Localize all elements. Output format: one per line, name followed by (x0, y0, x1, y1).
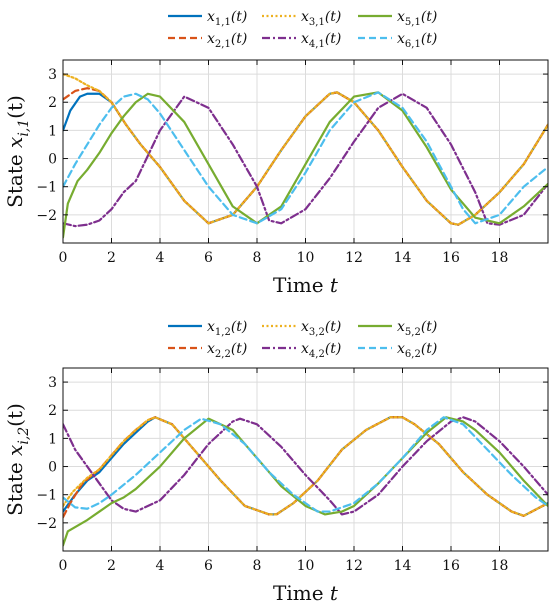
y-tick-label: 3 (48, 67, 57, 83)
x-tick-label: 8 (253, 558, 262, 574)
x-tick-label: 12 (345, 558, 363, 574)
legend-label: x2,2(t) (207, 341, 247, 360)
legend-label: x3,2(t) (301, 319, 341, 338)
x-axis-label: Time t (273, 273, 339, 297)
legend-label: x1,2(t) (207, 319, 247, 338)
y-tick-label: 1 (48, 123, 57, 139)
legend: x1,1(t) x3,1(t) x5,1(t) x2,1(t) x4,1(t) x6,1(… (168, 9, 437, 50)
y-axis-label: State xi,2(t) (3, 403, 32, 516)
y-axis-label: State xi,1(t) (3, 95, 32, 208)
y-tick-label: −2 (36, 516, 57, 532)
legend-label: x4,1(t) (301, 31, 341, 50)
legend-label: x5,2(t) (397, 319, 437, 338)
y-tick-label: 1 (48, 431, 57, 447)
series-line-5 (63, 91, 548, 239)
series-line-6 (63, 91, 548, 225)
legend-label: x2,1(t) (207, 31, 247, 50)
y-tick-label: 3 (48, 375, 57, 391)
legend-label: x3,1(t) (301, 9, 341, 28)
x-tick-label: 10 (297, 558, 315, 574)
legend-label: x1,1(t) (207, 9, 247, 28)
legend: x1,2(t) x3,2(t) x5,2(t) x2,2(t) x4,2(t) x6,2(… (168, 319, 437, 360)
x-tick-label: 18 (491, 250, 509, 266)
x-tick-label: 4 (156, 558, 165, 574)
series-line-5 (63, 416, 548, 547)
x-tick-label: 8 (253, 250, 262, 266)
y-tick-label: −2 (36, 208, 57, 224)
series-line-6 (63, 416, 548, 513)
x-tick-label: 0 (59, 558, 68, 574)
series-line-3 (63, 416, 548, 517)
y-tick-label: 2 (48, 403, 57, 419)
y-tick-label: 2 (48, 95, 57, 111)
x-tick-label: 6 (204, 558, 213, 574)
x-tick-label: 16 (442, 250, 460, 266)
y-tick-label: 0 (48, 460, 57, 476)
x-tick-label: 10 (297, 250, 315, 266)
legend-label: x6,2(t) (397, 341, 437, 360)
x-tick-label: 12 (345, 250, 363, 266)
x-tick-label: 14 (394, 558, 412, 574)
x-tick-label: 2 (107, 558, 116, 574)
legend-label: x6,1(t) (397, 31, 437, 50)
y-tick-label: −1 (36, 180, 57, 196)
x-tick-label: 18 (491, 558, 509, 574)
legend-label: x4,2(t) (301, 341, 341, 360)
series-group (63, 72, 548, 239)
series-group (63, 416, 548, 547)
x-tick-label: 0 (59, 250, 68, 266)
legend-label: x5,1(t) (397, 9, 437, 28)
y-tick-label: 0 (48, 152, 57, 168)
x-tick-label: 14 (394, 250, 412, 266)
x-axis-label: Time t (273, 581, 339, 605)
x-tick-label: 16 (442, 558, 460, 574)
x-tick-label: 2 (107, 250, 116, 266)
x-tick-label: 6 (204, 250, 213, 266)
y-tick-label: −1 (36, 488, 57, 504)
x-tick-label: 4 (156, 250, 165, 266)
series-line-4 (63, 416, 548, 516)
